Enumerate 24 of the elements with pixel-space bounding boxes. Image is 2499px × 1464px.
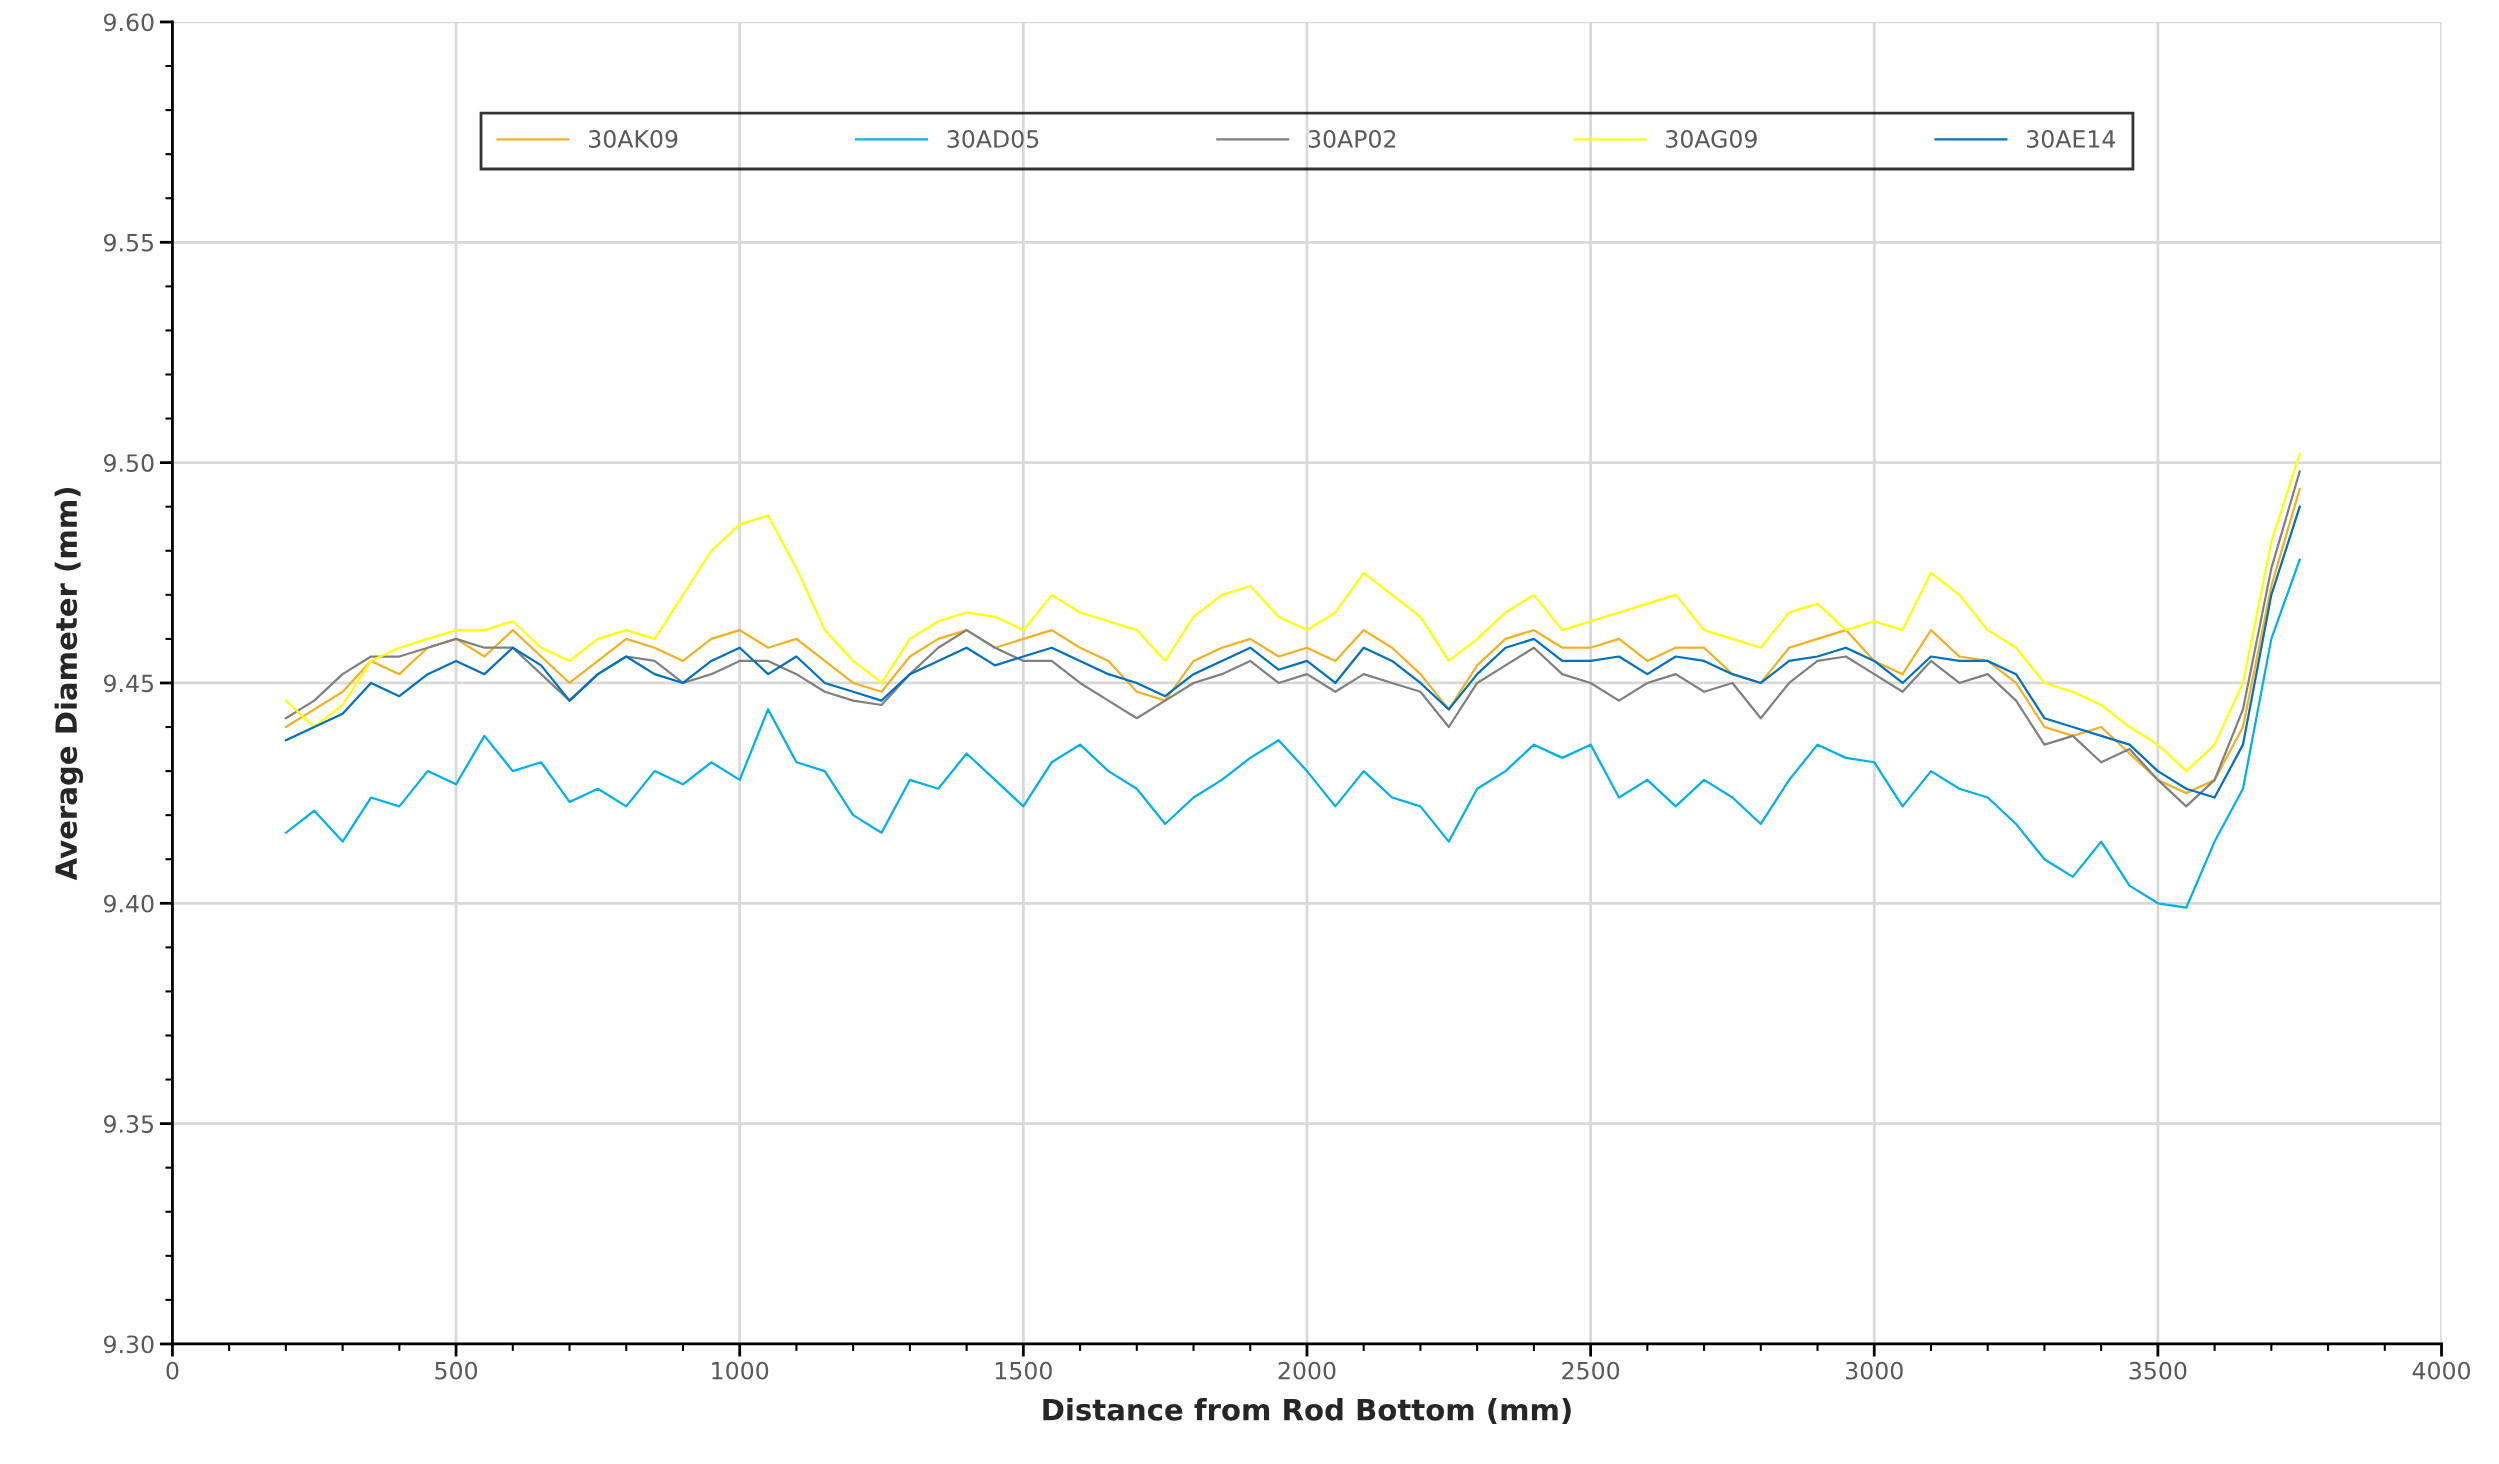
y-tick-label: 9.55 (103, 233, 154, 252)
legend-label: 30AK09 (589, 130, 678, 148)
x-axis-title: Distance from Rod Bottom (mm) (1043, 1398, 1571, 1425)
x-tick-label: 1500 (995, 1361, 1052, 1380)
x-tick-label: 1000 (712, 1361, 769, 1380)
legend-label: 30AD05 (947, 130, 1039, 148)
x-tick-label: 2000 (1278, 1361, 1336, 1380)
x-tick-label: 3500 (2129, 1361, 2187, 1380)
x-tick-label: 0 (166, 1361, 179, 1380)
y-tick-label: 9.35 (103, 1115, 154, 1133)
y-tick-label: 9.40 (103, 894, 154, 913)
y-axis-title: Average Diameter (mm) (54, 487, 84, 881)
y-tick-label: 9.60 (103, 13, 154, 32)
legend-label: 30AP02 (1308, 130, 1396, 148)
legend-label: 30AE14 (2027, 130, 2116, 148)
x-tick-label: 500 (435, 1361, 478, 1380)
x-tick-label: 2500 (1562, 1361, 1620, 1380)
x-tick-label: 3000 (1846, 1361, 1903, 1380)
y-tick-label: 9.50 (103, 454, 154, 472)
x-tick-label: 4000 (2412, 1361, 2470, 1380)
y-tick-label: 9.45 (103, 674, 154, 693)
legend-label: 30AG09 (1666, 130, 1757, 148)
y-tick-label: 9.30 (103, 1335, 154, 1354)
line-series (284, 558, 2301, 909)
